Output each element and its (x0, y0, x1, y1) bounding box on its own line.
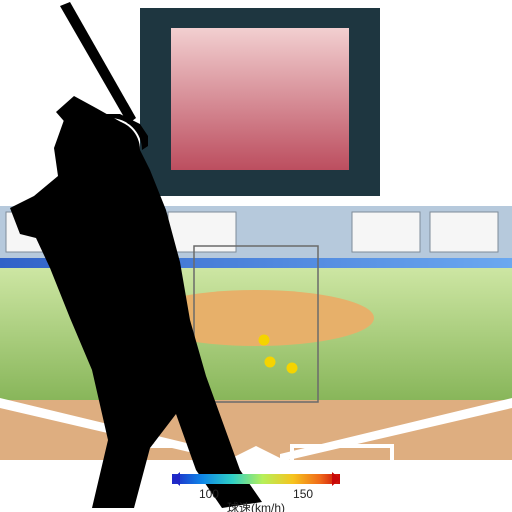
velocity-colorbar (172, 474, 340, 484)
pitch-point (259, 335, 270, 346)
velocity-tick-label: 150 (293, 487, 313, 501)
pitch-point (265, 357, 276, 368)
stands-panel (430, 212, 498, 252)
scoreboard-screen (171, 28, 349, 170)
pitch-point (287, 363, 298, 374)
velocity-tick-label: 100 (199, 487, 219, 501)
velocity-axis-label: 球速(km/h) (227, 501, 285, 512)
stands-panel (352, 212, 420, 252)
